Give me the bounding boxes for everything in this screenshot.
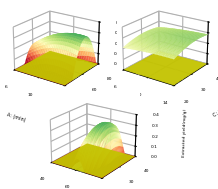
X-axis label: A: (min): A: (min) [115, 113, 135, 123]
X-axis label: A: (min): A: (min) [6, 113, 26, 123]
Y-axis label: B: (°C): B: (°C) [106, 103, 122, 116]
Y-axis label: C: (mL/g): C: (mL/g) [212, 101, 218, 118]
